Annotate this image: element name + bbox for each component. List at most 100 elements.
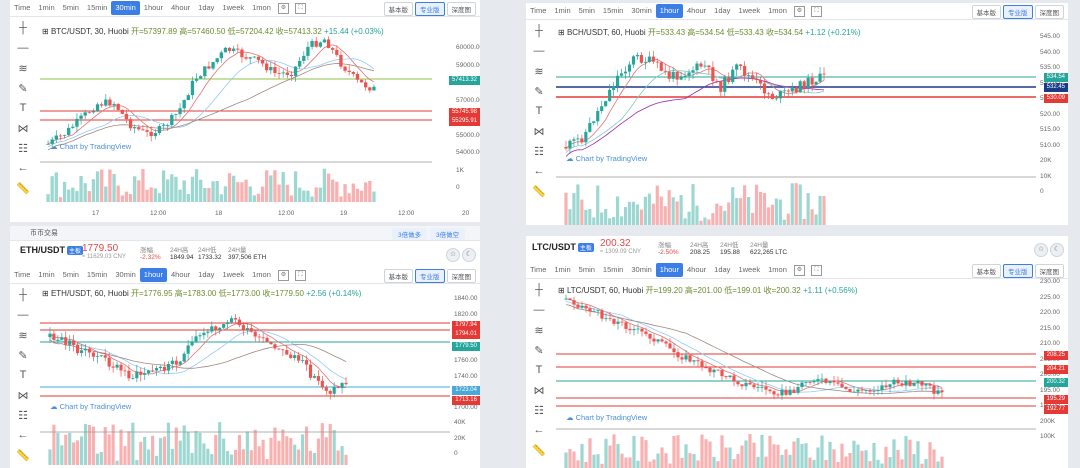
- settings-icon[interactable]: ⚙: [793, 5, 805, 17]
- timeframe-15min[interactable]: 15min: [602, 265, 624, 274]
- short-3x-link[interactable]: 3倍做空: [430, 228, 466, 240]
- timeframe-1mon[interactable]: 1mon: [768, 265, 787, 274]
- timeframe-1hour[interactable]: 1hour: [143, 3, 163, 12]
- pattern-tool-icon[interactable]: ⋈: [17, 389, 29, 402]
- view-button-2[interactable]: 深度图: [446, 2, 476, 16]
- timeframe-1week[interactable]: 1week: [222, 270, 245, 279]
- fullscreen-icon[interactable]: ⛶: [294, 269, 306, 281]
- crosshair-icon[interactable]: ┼: [535, 284, 543, 296]
- timeframe-1day[interactable]: 1day: [714, 6, 731, 15]
- fullscreen-icon[interactable]: ⛶: [810, 5, 822, 17]
- timeframe-1day[interactable]: 1day: [198, 3, 215, 12]
- fib-tool-icon[interactable]: ≋: [18, 329, 28, 342]
- ruler-icon[interactable]: 📏: [16, 182, 30, 195]
- view-button-0[interactable]: 基本版: [383, 2, 413, 16]
- pattern-tool-icon[interactable]: ⋈: [17, 122, 29, 135]
- ruler-icon[interactable]: 📏: [532, 185, 546, 198]
- timeframe-30min[interactable]: 30min: [631, 6, 652, 15]
- settings-icon[interactable]: ⚙: [793, 264, 805, 276]
- text-tool-icon[interactable]: T: [535, 364, 543, 376]
- view-button-1[interactable]: 专业版: [1003, 5, 1033, 19]
- timeframe-1day[interactable]: 1day: [714, 265, 731, 274]
- fib-tool-icon[interactable]: ≋: [534, 324, 544, 337]
- ruler-icon[interactable]: 📏: [16, 449, 30, 462]
- timeframe-1hour[interactable]: 1hour: [655, 4, 683, 18]
- bch-candles[interactable]: [556, 37, 1036, 225]
- view-button-1[interactable]: 专业版: [415, 269, 445, 283]
- view-button-0[interactable]: 基本版: [971, 5, 1001, 19]
- view-button-0[interactable]: 基本版: [971, 264, 1001, 278]
- horizontal-line-icon[interactable]: —: [17, 309, 29, 321]
- timeframe-1week[interactable]: 1week: [738, 6, 761, 15]
- timeframe-1week[interactable]: 1week: [222, 3, 245, 12]
- view-button-2[interactable]: 深度图: [1034, 5, 1064, 19]
- btc-candles[interactable]: [40, 34, 432, 204]
- eth-candles[interactable]: [40, 297, 450, 468]
- ruler-icon[interactable]: 📏: [532, 444, 546, 457]
- timeframe-time[interactable]: Time: [14, 3, 31, 12]
- measure-tool-icon[interactable]: ☷: [18, 142, 28, 155]
- settings-icon[interactable]: ⚙: [277, 2, 289, 14]
- horizontal-line-icon[interactable]: —: [17, 42, 29, 54]
- brush-icon[interactable]: ✎: [534, 344, 544, 357]
- view-button-2[interactable]: 深度图: [1034, 264, 1064, 278]
- timeframe-1hour[interactable]: 1hour: [139, 268, 167, 282]
- timeframe-4hour[interactable]: 4hour: [686, 265, 707, 274]
- timeframe-5min[interactable]: 5min: [62, 270, 79, 279]
- pattern-tool-icon[interactable]: ⋈: [533, 125, 545, 138]
- timeframe-1min[interactable]: 1min: [554, 265, 571, 274]
- crosshair-icon[interactable]: ┼: [19, 289, 27, 301]
- timeframe-5min[interactable]: 5min: [578, 6, 595, 15]
- timeframe-time[interactable]: Time: [530, 6, 547, 15]
- timeframe-15min[interactable]: 15min: [86, 3, 108, 12]
- brush-icon[interactable]: ✎: [18, 82, 28, 95]
- pattern-tool-icon[interactable]: ⋈: [533, 384, 545, 397]
- back-arrow-icon[interactable]: ←: [533, 424, 545, 436]
- timeframe-1mon[interactable]: 1mon: [768, 6, 787, 15]
- view-button-2[interactable]: 深度图: [446, 269, 476, 283]
- moon-icon[interactable]: ☾: [1050, 243, 1064, 257]
- timeframe-15min[interactable]: 15min: [86, 270, 108, 279]
- timeframe-1min[interactable]: 1min: [38, 3, 55, 12]
- brush-icon[interactable]: ✎: [534, 85, 544, 98]
- ltc-candles[interactable]: [556, 294, 1036, 468]
- timeframe-30min[interactable]: 30min: [111, 1, 140, 15]
- timeframe-time[interactable]: Time: [530, 265, 547, 274]
- measure-tool-icon[interactable]: ☷: [534, 404, 544, 417]
- timeframe-5min[interactable]: 5min: [578, 265, 595, 274]
- timeframe-time[interactable]: Time: [14, 270, 31, 279]
- timeframe-15min[interactable]: 15min: [602, 6, 624, 15]
- text-tool-icon[interactable]: T: [535, 105, 543, 117]
- settings-icon[interactable]: ⚙: [277, 269, 289, 281]
- text-tool-icon[interactable]: T: [19, 102, 27, 114]
- timeframe-5min[interactable]: 5min: [62, 3, 79, 12]
- timeframe-30min[interactable]: 30min: [115, 270, 136, 279]
- timeframe-4hour[interactable]: 4hour: [170, 270, 191, 279]
- brush-icon[interactable]: ✎: [18, 349, 28, 362]
- timeframe-1day[interactable]: 1day: [198, 270, 215, 279]
- horizontal-line-icon[interactable]: —: [533, 304, 545, 316]
- crosshair-icon[interactable]: ┼: [535, 25, 543, 37]
- star-icon[interactable]: ☆: [446, 248, 460, 262]
- timeframe-4hour[interactable]: 4hour: [686, 6, 707, 15]
- fib-tool-icon[interactable]: ≋: [534, 65, 544, 78]
- fullscreen-icon[interactable]: ⛶: [294, 2, 306, 14]
- timeframe-1hour[interactable]: 1hour: [655, 263, 683, 277]
- view-button-1[interactable]: 专业版: [1003, 264, 1033, 278]
- back-arrow-icon[interactable]: ←: [17, 429, 29, 441]
- back-arrow-icon[interactable]: ←: [533, 165, 545, 177]
- timeframe-1week[interactable]: 1week: [738, 265, 761, 274]
- measure-tool-icon[interactable]: ☷: [18, 409, 28, 422]
- measure-tool-icon[interactable]: ☷: [534, 145, 544, 158]
- view-button-1[interactable]: 专业版: [415, 2, 445, 16]
- fib-tool-icon[interactable]: ≋: [18, 62, 28, 75]
- timeframe-1mon[interactable]: 1mon: [252, 3, 271, 12]
- long-3x-link[interactable]: 3倍做多: [392, 228, 428, 240]
- timeframe-1min[interactable]: 1min: [554, 6, 571, 15]
- star-icon[interactable]: ☆: [1034, 243, 1048, 257]
- back-arrow-icon[interactable]: ←: [17, 162, 29, 174]
- timeframe-30min[interactable]: 30min: [631, 265, 652, 274]
- text-tool-icon[interactable]: T: [19, 369, 27, 381]
- crosshair-icon[interactable]: ┼: [19, 22, 27, 34]
- horizontal-line-icon[interactable]: —: [533, 45, 545, 57]
